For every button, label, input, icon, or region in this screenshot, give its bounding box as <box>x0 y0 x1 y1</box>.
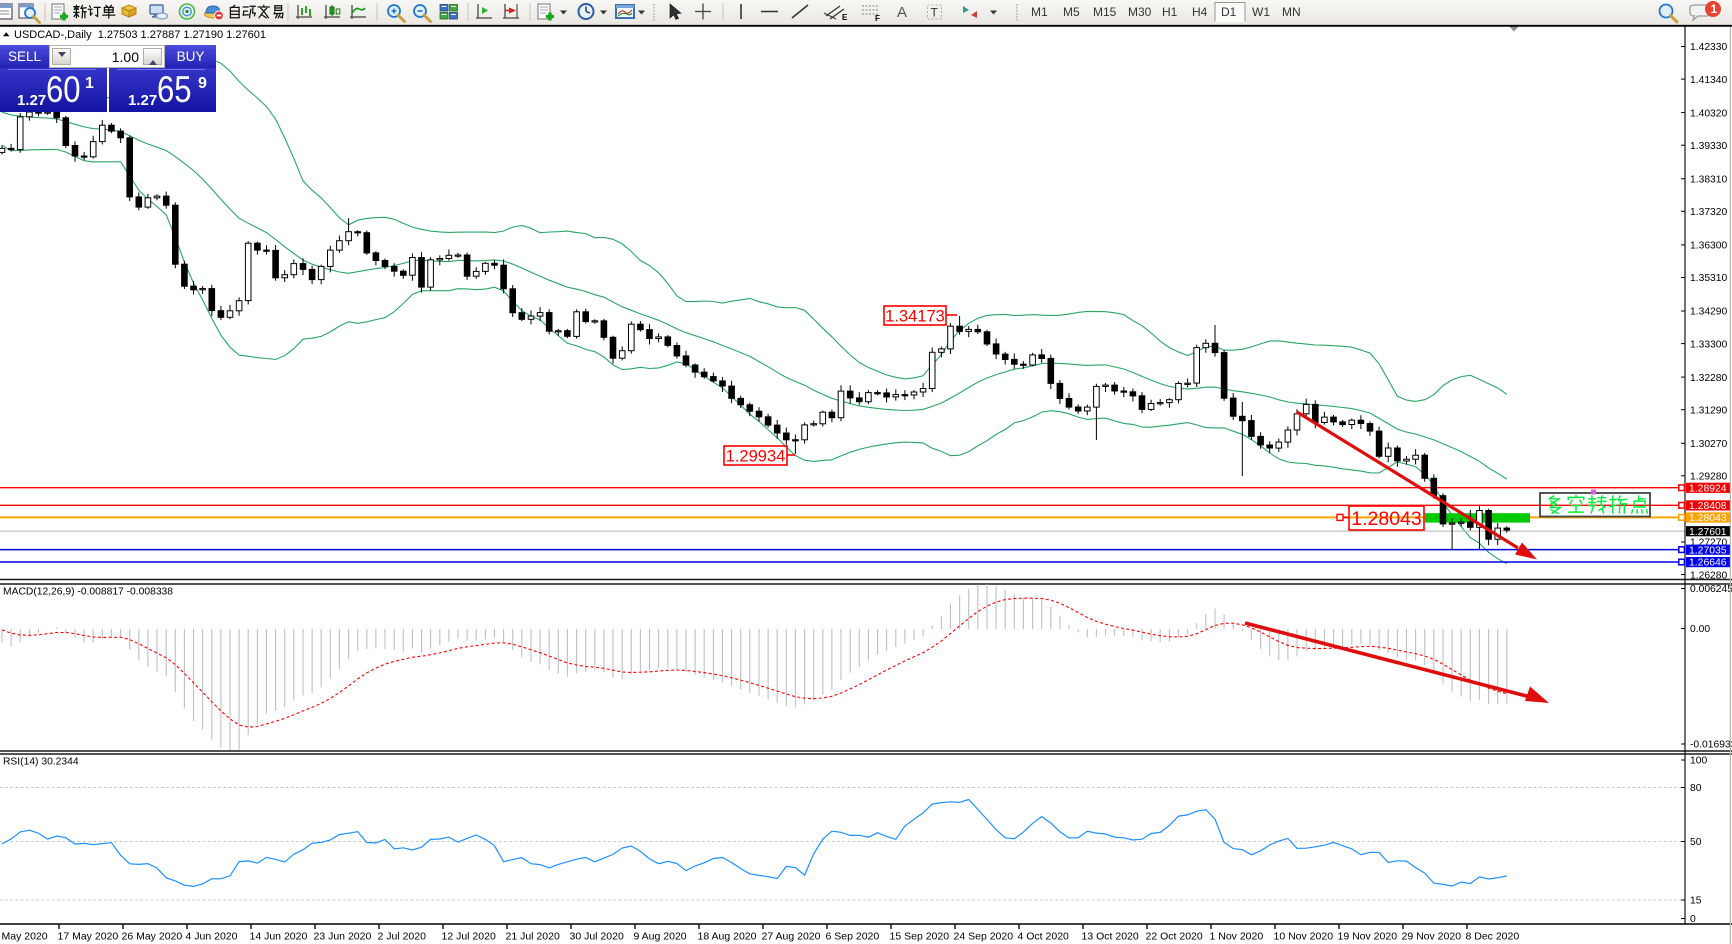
svg-text:1.30270: 1.30270 <box>1690 439 1727 450</box>
svg-text:1.32280: 1.32280 <box>1690 373 1727 384</box>
svg-text:F: F <box>875 14 880 23</box>
svg-text:M1: M1 <box>1031 5 1048 19</box>
svg-text:1.36300: 1.36300 <box>1690 241 1727 252</box>
svg-text:1: 1 <box>1711 2 1718 16</box>
svg-text:21 Jul 2020: 21 Jul 2020 <box>506 931 560 943</box>
svg-text:1.28924: 1.28924 <box>1689 483 1727 494</box>
svg-text:10 Nov 2020: 10 Nov 2020 <box>1274 931 1334 943</box>
svg-text:15 Sep 2020: 15 Sep 2020 <box>890 931 950 943</box>
svg-text:17 May 2020: 17 May 2020 <box>58 931 119 943</box>
svg-text:D1: D1 <box>1221 5 1237 19</box>
svg-text:1.31290: 1.31290 <box>1690 405 1727 416</box>
svg-text:1.42330: 1.42330 <box>1690 42 1727 53</box>
svg-text:USDCAD-,Daily 1.27503 1.27887: USDCAD-,Daily 1.27503 1.27887 1.27190 1.… <box>14 29 266 41</box>
svg-text:4 Oct 2020: 4 Oct 2020 <box>1018 931 1070 943</box>
svg-text:1.26646: 1.26646 <box>1689 558 1727 569</box>
svg-text:1.27270: 1.27270 <box>1690 538 1727 549</box>
svg-text:E: E <box>842 13 848 22</box>
svg-text:80: 80 <box>1690 783 1702 794</box>
svg-text:M5: M5 <box>1063 5 1080 19</box>
svg-text:100: 100 <box>1690 756 1707 767</box>
svg-text:1.28408: 1.28408 <box>1689 501 1727 512</box>
svg-text:1.37320: 1.37320 <box>1690 207 1727 218</box>
svg-text:1.35310: 1.35310 <box>1690 273 1727 284</box>
svg-text:1.34173: 1.34173 <box>885 307 945 325</box>
svg-text:1.28043: 1.28043 <box>1689 513 1727 524</box>
svg-text:2 Jul 2020: 2 Jul 2020 <box>378 931 427 943</box>
svg-text:MACD(12,26,9) -0.008817 -0.008: MACD(12,26,9) -0.008817 -0.008338 <box>3 587 173 598</box>
svg-text:4 Jun 2020: 4 Jun 2020 <box>186 931 238 943</box>
svg-text:15: 15 <box>1690 896 1702 907</box>
svg-text:1.28043: 1.28043 <box>1351 508 1422 530</box>
svg-text:M15: M15 <box>1093 5 1117 19</box>
svg-text:1.40320: 1.40320 <box>1690 108 1727 119</box>
svg-text:H1: H1 <box>1162 5 1178 19</box>
svg-text:1.41340: 1.41340 <box>1690 75 1727 86</box>
svg-text:0.00: 0.00 <box>1690 624 1710 635</box>
svg-text:0: 0 <box>1690 914 1696 925</box>
svg-text:1.29934: 1.29934 <box>726 447 786 465</box>
svg-text:MN: MN <box>1282 5 1301 19</box>
svg-text:9 Aug 2020: 9 Aug 2020 <box>634 931 687 943</box>
svg-text:0.006245: 0.006245 <box>1690 584 1732 595</box>
svg-text:8 Dec 2020: 8 Dec 2020 <box>1466 931 1520 943</box>
svg-text:W1: W1 <box>1252 5 1270 19</box>
svg-text:1.33300: 1.33300 <box>1690 339 1727 350</box>
svg-text:May 2020: May 2020 <box>2 931 48 943</box>
svg-text:1.26280: 1.26280 <box>1690 570 1727 581</box>
svg-text:27 Aug 2020: 27 Aug 2020 <box>762 931 821 943</box>
svg-text:19 Nov 2020: 19 Nov 2020 <box>1338 931 1398 943</box>
svg-text:26 May 2020: 26 May 2020 <box>122 931 183 943</box>
svg-text:50: 50 <box>1690 837 1702 848</box>
svg-text:29 Nov 2020: 29 Nov 2020 <box>1402 931 1462 943</box>
svg-text:1.29280: 1.29280 <box>1690 472 1727 483</box>
svg-text:A: A <box>897 4 907 21</box>
svg-text:23 Jun 2020: 23 Jun 2020 <box>314 931 372 943</box>
svg-text:M30: M30 <box>1128 5 1152 19</box>
svg-text:1.39330: 1.39330 <box>1690 141 1727 152</box>
svg-text:1.27035: 1.27035 <box>1689 545 1727 556</box>
svg-text:RSI(14) 30.2344: RSI(14) 30.2344 <box>3 757 79 768</box>
svg-text:H4: H4 <box>1192 5 1208 19</box>
svg-text:12 Jul 2020: 12 Jul 2020 <box>442 931 496 943</box>
svg-text:22 Oct 2020: 22 Oct 2020 <box>1146 931 1203 943</box>
svg-text:1 Nov 2020: 1 Nov 2020 <box>1210 931 1264 943</box>
svg-text:-0.016933: -0.016933 <box>1690 740 1732 751</box>
svg-text:1.27601: 1.27601 <box>1689 527 1727 538</box>
svg-text:T: T <box>931 6 939 20</box>
svg-text:24 Sep 2020: 24 Sep 2020 <box>954 931 1014 943</box>
svg-text:1.38310: 1.38310 <box>1690 175 1727 186</box>
svg-text:1.34290: 1.34290 <box>1690 307 1727 318</box>
svg-text:18 Aug 2020: 18 Aug 2020 <box>698 931 757 943</box>
svg-text:6 Sep 2020: 6 Sep 2020 <box>826 931 880 943</box>
svg-text:30 Jul 2020: 30 Jul 2020 <box>570 931 624 943</box>
svg-text:13 Oct 2020: 13 Oct 2020 <box>1082 931 1139 943</box>
svg-text:14 Jun 2020: 14 Jun 2020 <box>250 931 308 943</box>
